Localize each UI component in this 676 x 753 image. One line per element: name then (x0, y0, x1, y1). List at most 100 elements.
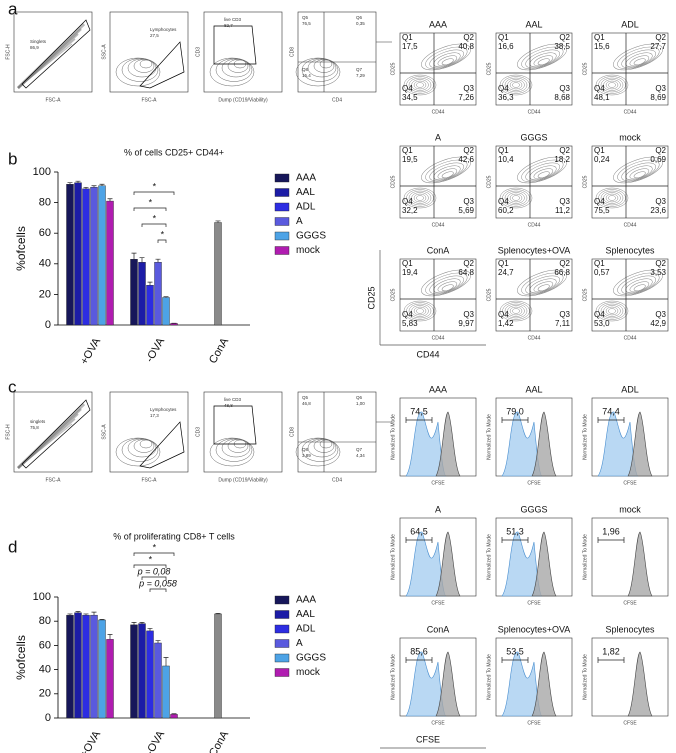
quadrant-name: Q4 (594, 197, 605, 206)
contour (521, 159, 564, 183)
error-bar (107, 634, 113, 640)
contour (413, 193, 427, 203)
density (221, 58, 251, 78)
contour (603, 79, 621, 91)
axis-label: Normalized To Mode (390, 534, 396, 580)
density (301, 438, 339, 462)
panel-label: a (8, 0, 18, 18)
axis-label: CD25 (390, 175, 396, 188)
plot-title: A (435, 504, 441, 514)
contour (507, 305, 525, 317)
axis-label: FSC-A (142, 97, 158, 103)
bar (90, 614, 98, 719)
significance-label: p = 0,058 (138, 578, 177, 588)
contour (617, 46, 660, 70)
panel-label: b (8, 149, 17, 168)
axis-title: CFSE (416, 734, 440, 744)
error-bar (91, 611, 97, 616)
legend-label: AAA (296, 595, 316, 606)
contour (504, 190, 528, 206)
contour (429, 162, 465, 182)
quadrant-name: Q1 (498, 259, 509, 268)
error-bar (171, 713, 177, 715)
axis-label: CD44 (624, 109, 637, 115)
axis-label: CD44 (624, 222, 637, 228)
axis-label: Normalized To Mode (486, 534, 492, 580)
contour (499, 187, 533, 209)
histogram-control (435, 411, 461, 477)
axis-label: CD25 (486, 62, 492, 75)
plot-title: Splenocytes (605, 245, 655, 255)
quadrant-value: 38,5 (554, 42, 570, 51)
contour (421, 269, 471, 297)
contour (537, 171, 550, 179)
contour (598, 76, 626, 94)
plot-frame (495, 145, 573, 219)
quadrant-value: 0,57 (594, 268, 610, 277)
gate-value: 85,6 (410, 646, 428, 656)
quadrant-value: 0,35 (356, 21, 365, 26)
density (319, 439, 333, 449)
axis-label: CD25 (582, 62, 588, 75)
contour (509, 80, 523, 90)
density (319, 59, 333, 69)
error-bar (139, 257, 145, 263)
plot-title: ADL (621, 19, 639, 29)
contour (603, 305, 621, 317)
contour (416, 308, 424, 314)
gate-name: Singlets (30, 39, 47, 44)
quadrant-name: Q2 (655, 33, 666, 42)
axis-label: CD3 (195, 427, 201, 437)
contour (633, 171, 646, 179)
plot-frame (495, 32, 573, 106)
density (227, 439, 249, 453)
bar (130, 624, 138, 719)
axis-label: CD25 (582, 288, 588, 301)
error-bar (139, 622, 145, 624)
density (209, 57, 255, 87)
plot-title: Splenocytes+OVA (498, 624, 571, 634)
quadrant-value: 53,0 (594, 319, 610, 328)
bar (214, 613, 222, 719)
significance-label: * (160, 229, 164, 239)
contour (595, 74, 629, 96)
axis-label: Dump (CD19/Viability) (218, 97, 268, 103)
density (133, 59, 155, 73)
contour (517, 269, 567, 297)
density (139, 439, 153, 449)
error-bar (215, 612, 221, 614)
density (17, 423, 73, 469)
contour (421, 43, 471, 71)
density (139, 59, 153, 69)
contour (608, 82, 616, 88)
contour (425, 159, 468, 183)
contour (633, 284, 646, 292)
contour (509, 193, 523, 203)
error-bar (147, 281, 153, 286)
axis-label: CFSE (431, 480, 445, 486)
gate-name: singlets (30, 419, 46, 424)
contour (605, 306, 619, 316)
quadrant-name: Q1 (594, 259, 605, 268)
plot-title: mock (619, 132, 641, 142)
contour (512, 195, 520, 201)
quadrant-name: Q1 (594, 146, 605, 155)
gate-value: 17,3 (150, 413, 159, 418)
contour (413, 306, 427, 316)
contour (537, 58, 550, 66)
contour (521, 46, 564, 70)
plot-frame (399, 258, 477, 332)
quadrant-value: 18,2 (554, 155, 570, 164)
significance-bracket (133, 191, 175, 195)
axis-label: CD8 (289, 427, 295, 437)
gate-name: live CD3 (224, 397, 242, 402)
contour (629, 168, 650, 180)
legend-swatch (274, 639, 290, 648)
error-bar (215, 220, 221, 223)
quadrant-value: 15,6 (594, 42, 610, 51)
axis-label: CD4 (332, 477, 342, 483)
error-bar (67, 613, 73, 616)
bar (74, 182, 82, 326)
gate-value: 53,5 (506, 646, 524, 656)
